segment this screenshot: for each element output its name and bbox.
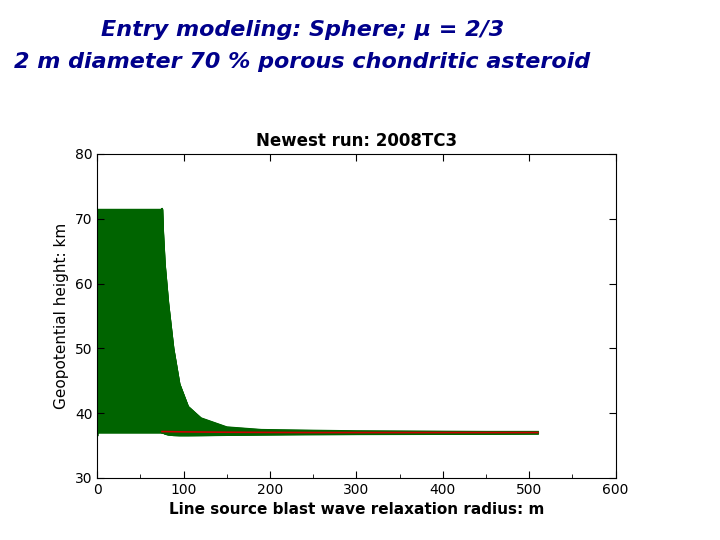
Y-axis label: Geopotential height: km: Geopotential height: km (54, 223, 69, 409)
Title: Newest run: 2008TC3: Newest run: 2008TC3 (256, 132, 457, 150)
Text: 2 m diameter 70 % porous chondritic asteroid: 2 m diameter 70 % porous chondritic aste… (14, 52, 590, 72)
Text: Entry modeling: Sphere; μ = 2/3: Entry modeling: Sphere; μ = 2/3 (101, 19, 504, 40)
X-axis label: Line source blast wave relaxation radius: m: Line source blast wave relaxation radius… (168, 502, 544, 517)
Polygon shape (162, 209, 538, 435)
